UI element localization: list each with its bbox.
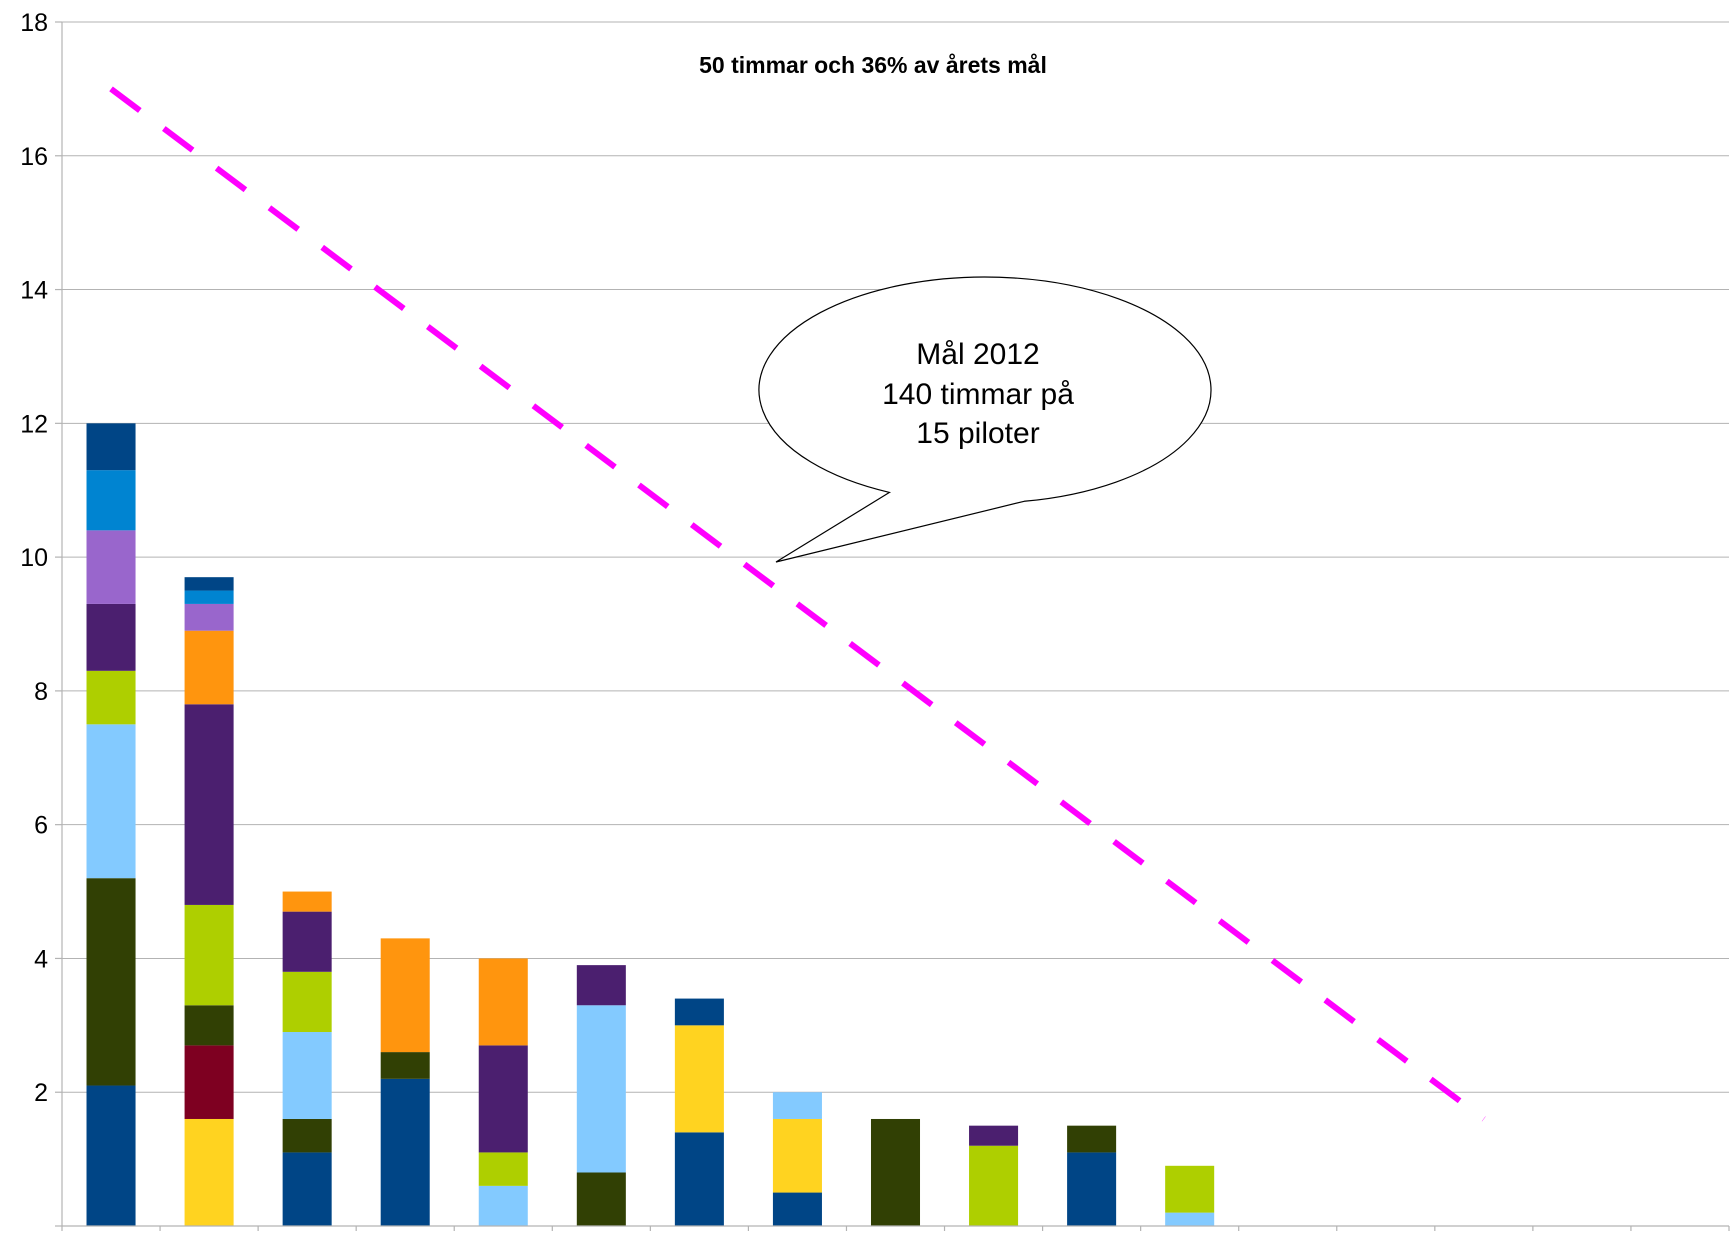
bar-8-segment-3	[772, 1092, 822, 1119]
bar-2-segment-9	[184, 577, 234, 591]
axes	[55, 21, 1730, 1233]
y-tick-labels: 2 4 6 8 10 12 14 16 18	[20, 9, 48, 1107]
bar-4-segment-3	[380, 938, 430, 1053]
bar-10-segment-2	[969, 1125, 1019, 1146]
bar-1-segment-1	[86, 1085, 136, 1226]
y-tick-label-14: 14	[20, 277, 48, 305]
bar-4-segment-2	[380, 1052, 430, 1079]
y-tick-label-6: 6	[34, 812, 48, 840]
bar-1-segment-3	[86, 724, 136, 879]
y-tick-label-4: 4	[34, 945, 48, 973]
bars	[86, 423, 1215, 1226]
bar-3	[282, 891, 332, 1226]
bar-5-segment-1	[478, 1185, 528, 1226]
bar-10-segment-1	[969, 1145, 1019, 1226]
bar-2-segment-8	[184, 590, 234, 604]
bar-8	[772, 1092, 822, 1226]
bar-1-segment-2	[86, 878, 136, 1086]
bar-7-segment-2	[674, 1025, 724, 1133]
bar-5-segment-4	[478, 958, 528, 1046]
bar-2-segment-7	[184, 603, 234, 631]
bar-2-segment-5	[184, 704, 234, 905]
bar-3-segment-6	[282, 891, 332, 912]
y-tick-label-2: 2	[34, 1079, 48, 1107]
bar-3-segment-2	[282, 1118, 332, 1153]
bar-1-segment-5	[86, 603, 136, 671]
y-tick-label-18: 18	[20, 9, 48, 37]
callout-line-2: 140 timmar på	[882, 378, 1074, 411]
y-tick-label-8: 8	[34, 678, 48, 706]
bar-7-segment-3	[674, 998, 724, 1026]
bar-5	[478, 958, 528, 1226]
bar-11-segment-1	[1067, 1152, 1117, 1226]
bar-2-segment-1	[184, 1118, 234, 1226]
bar-1-segment-8	[86, 423, 136, 471]
y-tick-label-12: 12	[20, 410, 48, 438]
bar-8-segment-2	[772, 1118, 822, 1193]
bar-11-segment-2	[1067, 1125, 1117, 1153]
bar-3-segment-5	[282, 911, 332, 972]
bar-9-segment-1	[870, 1118, 921, 1226]
bar-2-segment-6	[184, 630, 234, 705]
bar-1-segment-6	[86, 530, 136, 604]
bar-1	[86, 423, 136, 1226]
bar-2	[184, 577, 234, 1226]
bar-9	[870, 1118, 921, 1226]
bar-3-segment-1	[282, 1152, 332, 1226]
bar-6-segment-2	[576, 1005, 626, 1173]
bar-6	[576, 965, 626, 1226]
bar-8-segment-1	[772, 1192, 822, 1226]
callout-bubble	[758, 276, 1212, 563]
y-tick-label-10: 10	[20, 544, 48, 572]
target-line	[109, 86, 1486, 1122]
chart-title: 50 timmar och 36% av årets mål	[699, 52, 1047, 78]
bar-5-segment-3	[478, 1045, 528, 1153]
bar-12-segment-1	[1165, 1212, 1215, 1226]
callout: Mål 2012 140 timmar på 15 piloter	[758, 276, 1212, 563]
bar-4-segment-1	[380, 1078, 430, 1226]
bar-1-segment-4	[86, 670, 136, 725]
bar-10	[969, 1125, 1019, 1226]
bar-6-segment-3	[576, 965, 626, 1006]
bar-2-segment-2	[184, 1045, 234, 1119]
bar-3-segment-3	[282, 1032, 332, 1119]
bar-5-segment-2	[478, 1152, 528, 1186]
target-line-layer	[109, 86, 1486, 1122]
bar-4	[380, 938, 430, 1226]
bar-12-segment-2	[1165, 1165, 1215, 1213]
bar-12	[1165, 1165, 1215, 1226]
callout-line-1: Mål 2012	[916, 338, 1039, 371]
bar-2-segment-4	[184, 904, 234, 1006]
bar-7-segment-1	[674, 1132, 724, 1226]
y-tick-label-16: 16	[20, 143, 48, 171]
callout-line-3: 15 piloter	[916, 417, 1039, 450]
bar-11	[1067, 1125, 1117, 1226]
bar-6-segment-1	[576, 1172, 626, 1226]
bar-2-segment-3	[184, 1005, 234, 1046]
bar-7	[674, 998, 724, 1226]
bar-3-segment-4	[282, 971, 332, 1033]
bar-1-segment-7	[86, 470, 136, 531]
